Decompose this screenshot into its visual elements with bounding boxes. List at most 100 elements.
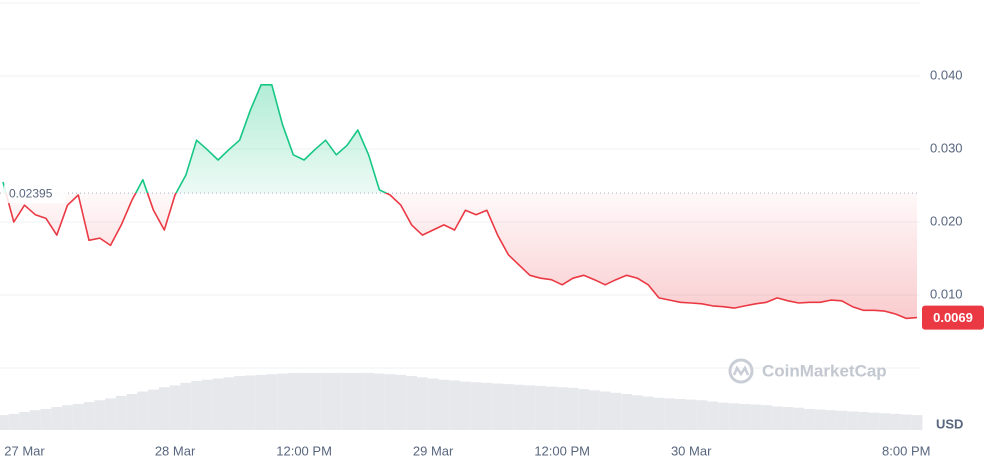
currency-label: USD [936,416,963,431]
volume-bar [503,384,514,430]
volume-bar [632,395,643,430]
volume-bar [19,412,30,430]
volume-bar [201,379,213,430]
volume-bar [492,383,504,430]
volume-bar [341,372,353,430]
volume-bar [266,374,278,430]
volume-bar [707,401,719,430]
baseline-label-box [4,183,66,204]
x-tick-label: 12:00 PM [534,443,590,458]
volume-bar [653,397,665,430]
volume-bar [158,387,170,430]
volume-bar [287,372,299,430]
volume-bar [115,395,127,430]
y-tick-label: 0.020 [930,213,963,228]
volume-bar [535,385,547,430]
volume-bar [771,406,783,430]
volume-bar [438,379,450,430]
volume-bar [298,372,310,430]
volume-bar [814,409,826,430]
volume-bar [94,400,106,430]
volume-bar [330,372,342,430]
volume-bar [513,384,525,430]
volume-bar [556,387,568,430]
volume-bar [416,377,428,430]
volume-bar [524,385,536,430]
volume-bar [352,372,364,430]
volume-bar [460,381,471,430]
volume-bar [8,413,20,430]
volume-bar [718,402,729,430]
volume-bar [180,382,192,430]
volume-bar [373,373,385,430]
last-price-label: 0.0069 [933,310,973,325]
volume-bar [62,405,73,430]
volume-bar [879,413,891,430]
baseline-label: 0.02395 [9,186,53,200]
x-tick-label: 29 Mar [413,443,454,458]
volume-bar [148,389,159,430]
volume-bar [427,378,439,430]
volume-bar [546,386,557,430]
volume-bar [244,375,256,430]
volume-bar [309,372,321,430]
x-tick-label: 12:00 PM [276,443,332,458]
volume-bar [255,374,267,430]
volume-bar [384,374,396,430]
volume-bar [29,410,41,430]
volume-bar [900,414,912,430]
volume-bar [481,382,493,430]
volume-bar [911,415,923,430]
volume-bar [599,391,611,430]
x-tick-label: 30 Mar [671,443,712,458]
watermark-text: CoinMarketCap [762,361,887,380]
volume-bar [72,403,84,430]
volume-bar [793,407,805,430]
volume-bar [449,380,460,430]
y-tick-label: 0.030 [930,140,963,155]
volume-bar [567,387,579,430]
volume-bar [836,410,848,430]
volume-bar [191,381,202,430]
volume-bar [277,373,288,430]
volume-bar [83,402,95,430]
volume-bar [470,382,482,430]
last-price-box [922,305,984,330]
volume-bar [105,398,116,430]
volume-bar [696,400,708,430]
volume-bar [589,390,600,430]
volume-bar [610,392,622,430]
volume-bar [825,410,837,430]
volume-bar [212,378,224,430]
volume-bar [0,415,9,430]
volume-bar [675,399,686,430]
price-line [2,84,918,320]
volume-bar [847,411,858,430]
volume-bar [750,404,762,430]
volume-bar [126,394,138,430]
volume-bar [664,398,676,430]
y-tick-label: 0.010 [930,286,963,301]
volume-bar [739,403,751,430]
volume-bar [51,407,63,430]
x-tick-label: 28 Mar [155,443,196,458]
y-tick-label: 0.040 [930,67,963,82]
volume-bar [685,399,697,430]
volume-bar [234,376,245,430]
volume-bar [868,412,880,430]
volume-bar [890,413,901,430]
volume-bar [40,408,52,430]
volume-bar [621,394,633,430]
volume-bar [761,405,772,430]
volume-bar [728,403,740,430]
volume-bar [782,407,794,430]
volume-bar [642,396,654,430]
volume-bar [223,377,235,430]
volume-bar [395,374,407,430]
volume-bar [578,389,590,430]
x-tick-label: 27 Mar [4,443,45,458]
volume-bar [320,372,331,430]
volume-bar [857,412,869,430]
watermark: CoinMarketCap [728,358,887,384]
